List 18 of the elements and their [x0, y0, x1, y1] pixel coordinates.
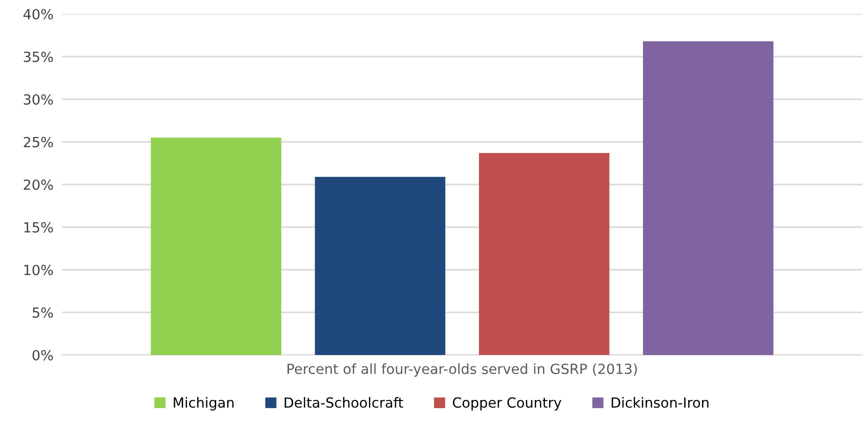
y-tick-label: 15% — [24, 222, 53, 233]
y-tick-label: 35% — [24, 52, 53, 62]
bar — [314, 176, 446, 355]
y-tick-label: 10% — [24, 264, 53, 276]
x-tick-label: Percent of all four-year-olds served in GSRP (2013) — [288, 363, 637, 377]
y-tick-label: 30% — [24, 94, 53, 105]
bar — [478, 152, 610, 355]
y-tick-label: 5% — [32, 307, 53, 318]
legend-label: Delta-Schoolcraft — [284, 397, 404, 408]
legend-label: Dickinson-Iron — [612, 397, 708, 408]
y-tick-label: 40% — [23, 8, 53, 20]
y-tick-label: 20% — [24, 179, 53, 190]
bar — [150, 138, 282, 355]
bar — [642, 41, 774, 355]
y-tick-label: 25% — [24, 136, 53, 148]
legend-label: Michigan — [174, 397, 234, 410]
legend-label: Copper Country — [452, 397, 562, 410]
y-tick-label: 0% — [32, 350, 53, 360]
